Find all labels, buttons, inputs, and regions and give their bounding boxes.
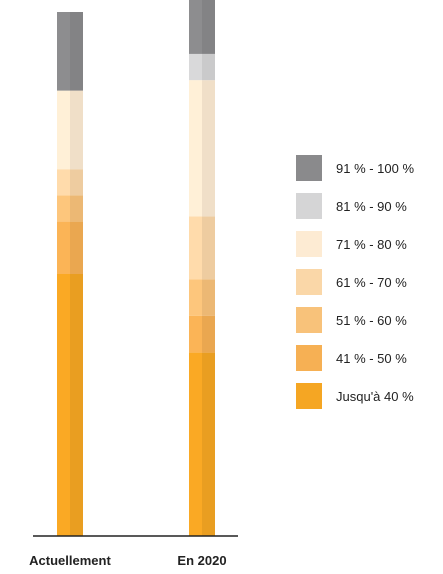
legend-label-2: 71 % - 80 % bbox=[336, 237, 407, 252]
bar-segment-1-1 bbox=[189, 315, 202, 353]
bar-segment-shade-0-3 bbox=[70, 169, 83, 196]
bar-segment-shade-0-0 bbox=[70, 274, 83, 536]
category-label-0: Actuellement bbox=[29, 553, 111, 568]
bar-segment-shade-0-6 bbox=[70, 12, 83, 91]
bar-segment-0-0 bbox=[57, 274, 70, 536]
bar-segment-shade-0-2 bbox=[70, 195, 83, 222]
bar-segment-1-0 bbox=[189, 352, 202, 536]
legend-swatch-6 bbox=[296, 383, 322, 409]
bar-segment-shade-1-0 bbox=[202, 352, 215, 536]
bar-segment-shade-0-1 bbox=[70, 221, 83, 274]
category-label-1: En 2020 bbox=[177, 553, 226, 568]
bar-segment-shade-1-1 bbox=[202, 315, 215, 353]
legend-label-3: 61 % - 70 % bbox=[336, 275, 407, 290]
legend-label-6: Jusqu'à 40 % bbox=[336, 389, 414, 404]
legend-label-5: 41 % - 50 % bbox=[336, 351, 407, 366]
bars-group bbox=[57, 0, 215, 536]
bar-segment-1-4 bbox=[189, 80, 202, 217]
bar-segment-shade-1-2 bbox=[202, 279, 215, 316]
legend-label-1: 81 % - 90 % bbox=[336, 199, 407, 214]
legend-swatch-5 bbox=[296, 345, 322, 371]
bar-segment-1-3 bbox=[189, 216, 202, 280]
bar-segment-0-4 bbox=[57, 90, 70, 170]
bar-segment-shade-1-5 bbox=[202, 53, 215, 81]
category-labels: Actuellement En 2020 bbox=[29, 553, 226, 568]
bar-segment-0-2 bbox=[57, 195, 70, 222]
bar-segment-shade-1-3 bbox=[202, 216, 215, 280]
legend-label-0: 91 % - 100 % bbox=[336, 161, 414, 176]
bar-segment-1-5 bbox=[189, 53, 202, 81]
legend-swatch-2 bbox=[296, 231, 322, 257]
bar-segment-0-6 bbox=[57, 12, 70, 91]
legend-swatch-3 bbox=[296, 269, 322, 295]
bar-segment-1-6 bbox=[189, 0, 202, 54]
legend-swatch-0 bbox=[296, 155, 322, 181]
bar-segment-0-3 bbox=[57, 169, 70, 196]
legend: 91 % - 100 % 81 % - 90 % 71 % - 80 % 61 % -… bbox=[296, 155, 414, 409]
bar-segment-0-1 bbox=[57, 221, 70, 274]
bar-segment-shade-1-4 bbox=[202, 80, 215, 217]
legend-label-4: 51 % - 60 % bbox=[336, 313, 407, 328]
bar-segment-shade-1-6 bbox=[202, 0, 215, 54]
bar-segment-1-2 bbox=[189, 279, 202, 316]
legend-swatch-1 bbox=[296, 193, 322, 219]
bar-segment-shade-0-4 bbox=[70, 90, 83, 170]
legend-swatch-4 bbox=[296, 307, 322, 333]
